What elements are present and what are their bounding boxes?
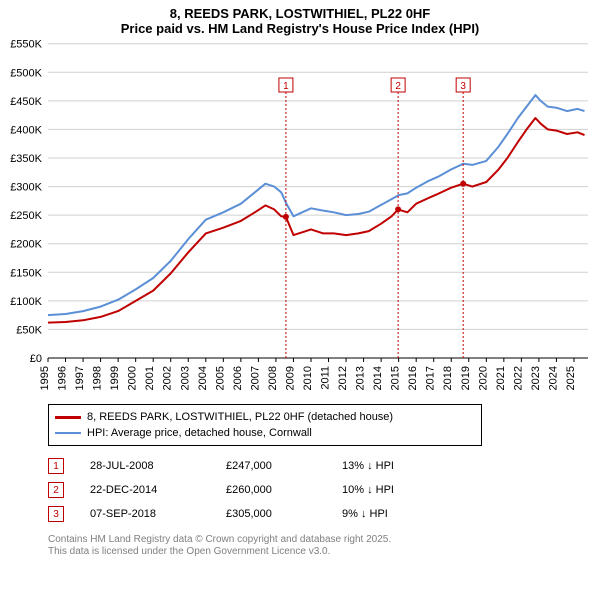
svg-text:2: 2: [395, 81, 401, 92]
svg-text:2016: 2016: [407, 366, 419, 390]
svg-text:2008: 2008: [267, 366, 279, 390]
svg-text:£350K: £350K: [10, 153, 42, 165]
table-row: 1 28-JUL-2008 £247,000 13% ↓ HPI: [48, 454, 600, 478]
legend-swatch-blue: [55, 432, 81, 434]
svg-text:£200K: £200K: [10, 239, 42, 251]
svg-text:£0: £0: [30, 353, 42, 365]
tx-marker-3: 3: [48, 506, 64, 522]
legend-swatch-red: [55, 416, 81, 419]
title-subtitle: Price paid vs. HM Land Registry's House …: [0, 21, 600, 36]
table-row: 3 07-SEP-2018 £305,000 9% ↓ HPI: [48, 502, 600, 526]
table-row: 2 22-DEC-2014 £260,000 10% ↓ HPI: [48, 478, 600, 502]
tx-marker-1: 1: [48, 458, 64, 474]
tx-marker-2: 2: [48, 482, 64, 498]
attribution-line2: This data is licensed under the Open Gov…: [48, 546, 600, 558]
tx-date: 07-SEP-2018: [90, 508, 200, 520]
svg-text:£550K: £550K: [10, 39, 42, 51]
svg-text:£400K: £400K: [10, 124, 42, 136]
svg-text:2002: 2002: [162, 366, 174, 390]
svg-text:£450K: £450K: [10, 96, 42, 108]
svg-text:£50K: £50K: [16, 324, 42, 336]
legend-row-blue: HPI: Average price, detached house, Corn…: [55, 425, 475, 441]
legend-label-blue: HPI: Average price, detached house, Corn…: [87, 427, 312, 439]
tx-delta: 9% ↓ HPI: [342, 508, 432, 520]
svg-text:2009: 2009: [284, 366, 296, 390]
svg-text:2012: 2012: [337, 366, 349, 390]
svg-text:2021: 2021: [495, 366, 507, 390]
tx-delta: 10% ↓ HPI: [342, 484, 432, 496]
svg-text:1996: 1996: [57, 366, 69, 390]
chart-svg: £0 £50K £100K £150K £200K £250K £300K £350K £400…: [0, 38, 600, 398]
svg-text:1997: 1997: [74, 366, 86, 390]
tx-price: £260,000: [226, 484, 316, 496]
attribution: Contains HM Land Registry data © Crown c…: [48, 534, 600, 558]
legend-label-red: 8, REEDS PARK, LOSTWITHIEL, PL22 0HF (de…: [87, 411, 393, 423]
svg-text:2011: 2011: [320, 366, 332, 390]
svg-text:£500K: £500K: [10, 67, 42, 79]
svg-text:£300K: £300K: [10, 182, 42, 194]
legend: 8, REEDS PARK, LOSTWITHIEL, PL22 0HF (de…: [48, 404, 482, 446]
svg-text:2022: 2022: [512, 366, 524, 390]
svg-text:1995: 1995: [39, 366, 51, 390]
svg-text:2013: 2013: [355, 366, 367, 390]
svg-text:2007: 2007: [249, 366, 261, 390]
svg-text:2024: 2024: [547, 366, 559, 390]
attribution-line1: Contains HM Land Registry data © Crown c…: [48, 534, 600, 546]
svg-text:£250K: £250K: [10, 210, 42, 222]
svg-text:1: 1: [283, 81, 289, 92]
tx-date: 28-JUL-2008: [90, 460, 200, 472]
svg-text:2017: 2017: [425, 366, 437, 390]
svg-text:2005: 2005: [214, 366, 226, 390]
svg-text:2004: 2004: [197, 366, 209, 390]
tx-price: £247,000: [226, 460, 316, 472]
tx-price: £305,000: [226, 508, 316, 520]
svg-text:£100K: £100K: [10, 296, 42, 308]
svg-text:2014: 2014: [372, 366, 384, 390]
svg-text:2003: 2003: [179, 366, 191, 390]
svg-text:2019: 2019: [460, 366, 472, 390]
svg-text:3: 3: [460, 81, 466, 92]
legend-row-red: 8, REEDS PARK, LOSTWITHIEL, PL22 0HF (de…: [55, 409, 475, 425]
svg-text:2018: 2018: [442, 366, 454, 390]
svg-text:£150K: £150K: [10, 267, 42, 279]
svg-text:2023: 2023: [530, 366, 542, 390]
tx-date: 22-DEC-2014: [90, 484, 200, 496]
title-address: 8, REEDS PARK, LOSTWITHIEL, PL22 0HF: [0, 6, 600, 21]
price-chart: £0 £50K £100K £150K £200K £250K £300K £350K £400…: [0, 38, 600, 398]
svg-text:2001: 2001: [144, 366, 156, 390]
transaction-table: 1 28-JUL-2008 £247,000 13% ↓ HPI 2 22-DE…: [48, 454, 600, 526]
svg-text:2025: 2025: [565, 366, 577, 390]
svg-text:1998: 1998: [92, 366, 104, 390]
svg-text:2015: 2015: [390, 366, 402, 390]
svg-text:2020: 2020: [477, 366, 489, 390]
svg-text:1999: 1999: [109, 366, 121, 390]
tx-delta: 13% ↓ HPI: [342, 460, 432, 472]
svg-text:2000: 2000: [127, 366, 139, 390]
svg-text:2006: 2006: [232, 366, 244, 390]
svg-text:2010: 2010: [302, 366, 314, 390]
